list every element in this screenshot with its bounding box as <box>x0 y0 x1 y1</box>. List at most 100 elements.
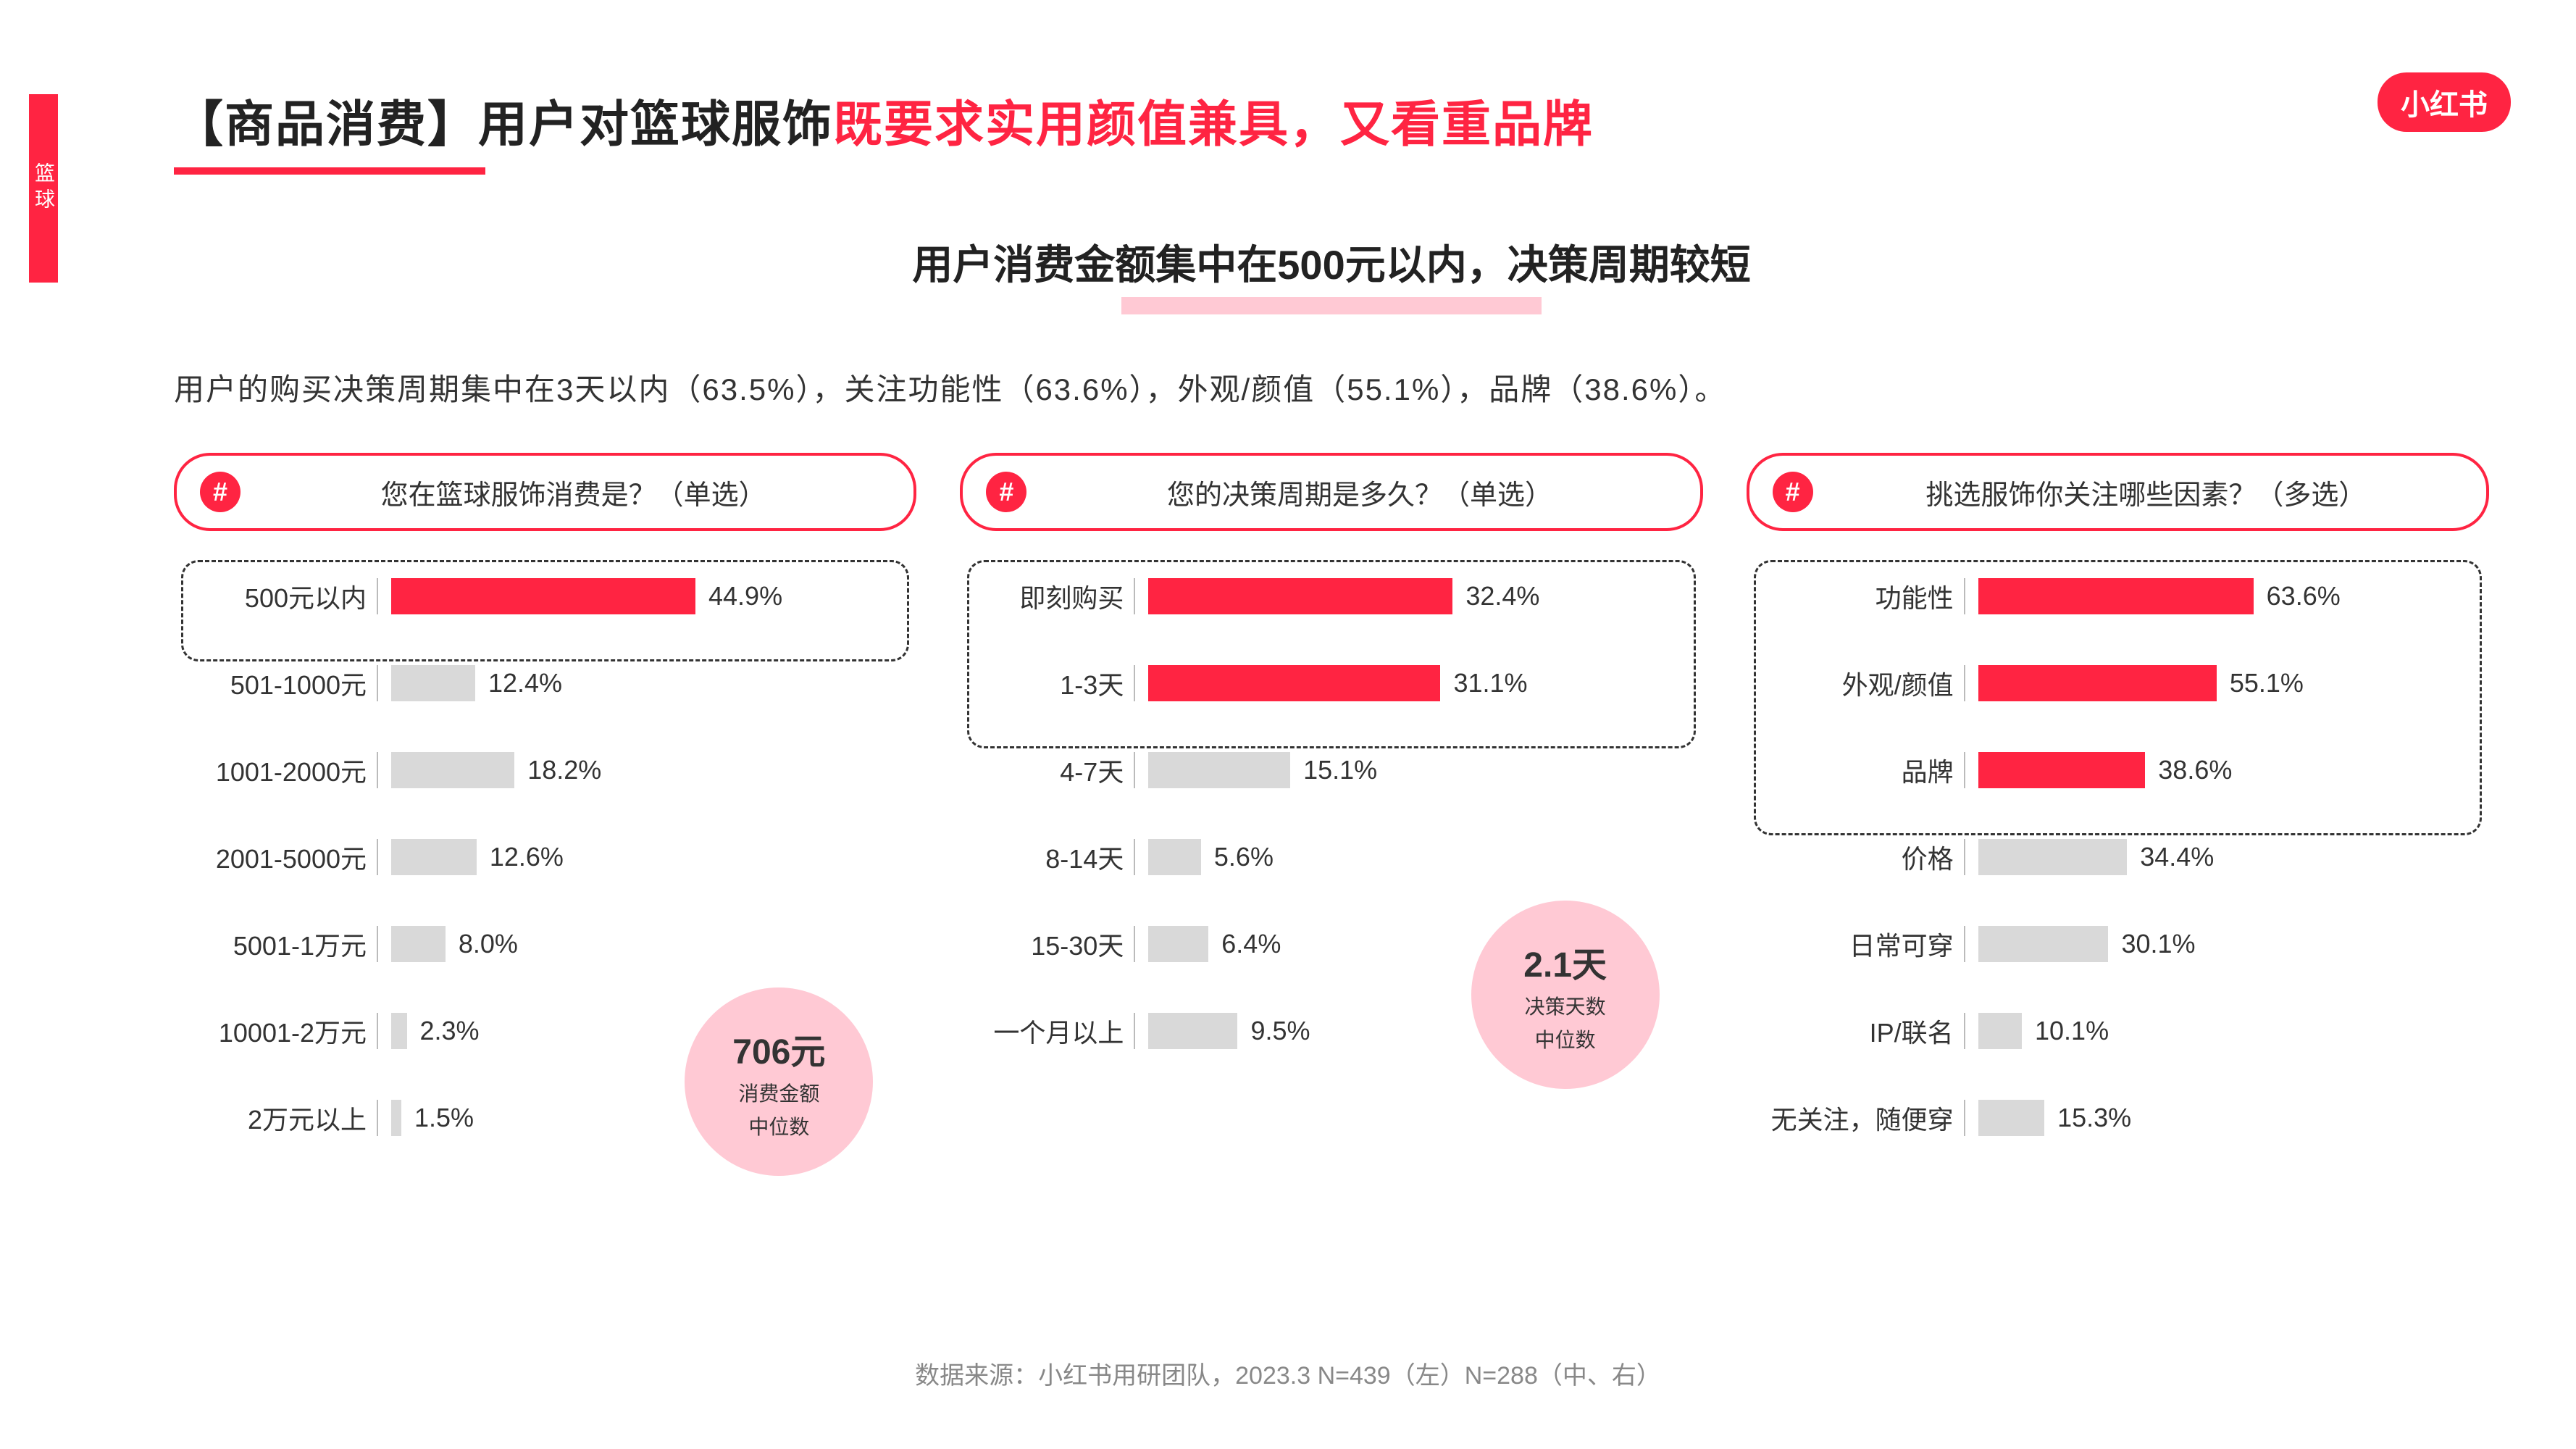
median-label-2: 中位数 <box>748 1111 809 1140</box>
axis-line <box>1964 1100 1965 1136</box>
bar-value: 5.6% <box>1214 842 1274 872</box>
bar-track: 63.6% <box>1964 578 2489 614</box>
bar-label: 功能性 <box>1747 577 1964 615</box>
axis-line <box>377 1100 378 1136</box>
axis-line <box>1134 752 1135 788</box>
axis-line <box>1134 839 1135 875</box>
axis-line <box>377 665 378 701</box>
title-underline <box>174 167 485 175</box>
bar-value: 15.3% <box>2057 1103 2131 1133</box>
bar-row: 8-14天5.6% <box>960 814 1702 901</box>
bar-value: 34.4% <box>2140 842 2214 872</box>
title-red-part: 既要求实用颜值兼具，又看重品牌 <box>833 97 1594 152</box>
bar-value: 9.5% <box>1250 1016 1310 1046</box>
bar-track: 18.2% <box>377 752 916 788</box>
bar-label: 1001-2000元 <box>174 751 377 789</box>
chart-left: # 您在篮球服饰消费是？（单选） 500元以内44.9%501-1000元12.… <box>174 453 916 1205</box>
bar-value: 10.1% <box>2035 1016 2109 1046</box>
axis-line <box>1134 1013 1135 1049</box>
bar-label: 5001-1万元 <box>174 925 377 963</box>
bar-track: 15.1% <box>1134 752 1702 788</box>
bar-fill <box>1148 839 1201 875</box>
bar-row: 2001-5000元12.6% <box>174 814 916 901</box>
bar-value: 2.3% <box>420 1016 480 1046</box>
chart-left-body: 500元以内44.9%501-1000元12.4%1001-2000元18.2%… <box>174 553 916 1205</box>
bar-fill <box>391 578 695 614</box>
bar-label: 无关注，随便穿 <box>1747 1099 1964 1137</box>
summary-text: 用户的购买决策周期集中在3天以内（63.5%），关注功能性（63.6%），外观/… <box>174 365 2489 409</box>
subtitle: 用户消费金额集中在500元以内，决策周期较短 <box>174 233 2489 291</box>
bar-value: 32.4% <box>1465 581 1539 611</box>
bar-label: 15-30天 <box>960 925 1134 963</box>
median-label-1: 消费金额 <box>738 1078 819 1107</box>
main-content: 【商品消费】用户对篮球服饰既要求实用颜值兼具，又看重品牌 用户消费金额集中在50… <box>174 94 2489 1205</box>
hash-icon: # <box>1773 472 1813 512</box>
bar-fill <box>391 752 514 788</box>
chart-left-header: # 您在篮球服饰消费是？（单选） <box>174 453 916 531</box>
bar-track: 8.0% <box>377 926 916 962</box>
chart-mid-median-circle: 2.1天 决策天数 中位数 <box>1471 901 1660 1089</box>
bar-value: 8.0% <box>459 929 518 959</box>
bar-fill <box>391 926 446 962</box>
subtitle-underline <box>1121 297 1542 314</box>
data-source-footer: 数据来源：小红书用研团队，2023.3 N=439（左）N=288（中、右） <box>0 1356 2576 1391</box>
bar-label: 501-1000元 <box>174 664 377 702</box>
axis-line <box>1134 926 1135 962</box>
bar-row: 4-7天15.1% <box>960 727 1702 814</box>
bar-label: 2001-5000元 <box>174 838 377 876</box>
bar-label: 4-7天 <box>960 751 1134 789</box>
bar-track: 55.1% <box>1964 665 2489 701</box>
axis-line <box>377 926 378 962</box>
bar-track: 12.6% <box>377 839 916 875</box>
bar-row: 即刻购买32.4% <box>960 553 1702 640</box>
bar-value: 30.1% <box>2121 929 2195 959</box>
bar-fill <box>1978 665 2217 701</box>
bar-label: 2万元以上 <box>174 1099 377 1137</box>
bar-label: 品牌 <box>1747 751 1964 789</box>
axis-line <box>1964 665 1965 701</box>
median-value: 706元 <box>732 1023 825 1074</box>
bar-label: 10001-2万元 <box>174 1012 377 1050</box>
axis-line <box>377 578 378 614</box>
axis-line <box>377 1013 378 1049</box>
bar-track: 5.6% <box>1134 839 1702 875</box>
chart-right-header: # 挑选服饰你关注哪些因素？（多选） <box>1747 453 2489 531</box>
title-black-part: 【商品消费】用户对篮球服饰 <box>174 97 833 152</box>
bar-label: 外观/颜值 <box>1747 664 1964 702</box>
bar-track: 12.4% <box>377 665 916 701</box>
bar-label: 500元以内 <box>174 577 377 615</box>
bar-label: 价格 <box>1747 838 1964 876</box>
charts-row: # 您在篮球服饰消费是？（单选） 500元以内44.9%501-1000元12.… <box>174 453 2489 1205</box>
bar-row: 品牌38.6% <box>1747 727 2489 814</box>
bar-row: 无关注，随便穿 15.3% <box>1747 1074 2489 1161</box>
hash-icon: # <box>986 472 1026 512</box>
bar-fill <box>1978 839 2128 875</box>
bar-track: 32.4% <box>1134 578 1702 614</box>
chart-right: # 挑选服饰你关注哪些因素？（多选） 功能性63.6%外观/颜值55.1%品牌3… <box>1747 453 2489 1205</box>
bar-fill <box>1148 665 1440 701</box>
bar-fill <box>1978 1100 2044 1136</box>
bar-row: 501-1000元12.4% <box>174 640 916 727</box>
bar-label: IP/联名 <box>1747 1012 1964 1050</box>
bar-track: 10.1% <box>1964 1013 2489 1049</box>
bar-fill <box>1148 578 1452 614</box>
axis-line <box>377 752 378 788</box>
axis-line <box>1134 578 1135 614</box>
bar-track: 38.6% <box>1964 752 2489 788</box>
bar-fill <box>1148 752 1290 788</box>
chart-left-median-circle: 706元 消费金额 中位数 <box>685 987 873 1176</box>
bar-value: 31.1% <box>1453 668 1527 698</box>
bar-fill <box>1148 926 1208 962</box>
median-label-1: 决策天数 <box>1525 991 1606 1020</box>
bar-value: 55.1% <box>2230 668 2304 698</box>
page-title: 【商品消费】用户对篮球服饰既要求实用颜值兼具，又看重品牌 <box>174 94 2489 156</box>
chart-right-title: 挑选服饰你关注哪些因素？（多选） <box>1829 472 2463 512</box>
axis-line <box>1964 752 1965 788</box>
axis-line <box>1964 1013 1965 1049</box>
bar-fill <box>391 1013 407 1049</box>
bar-row: 外观/颜值 55.1% <box>1747 640 2489 727</box>
bar-row: 功能性63.6% <box>1747 553 2489 640</box>
bar-row: 日常可穿30.1% <box>1747 901 2489 987</box>
bar-fill <box>391 839 477 875</box>
bar-label: 一个月以上 <box>960 1012 1134 1050</box>
